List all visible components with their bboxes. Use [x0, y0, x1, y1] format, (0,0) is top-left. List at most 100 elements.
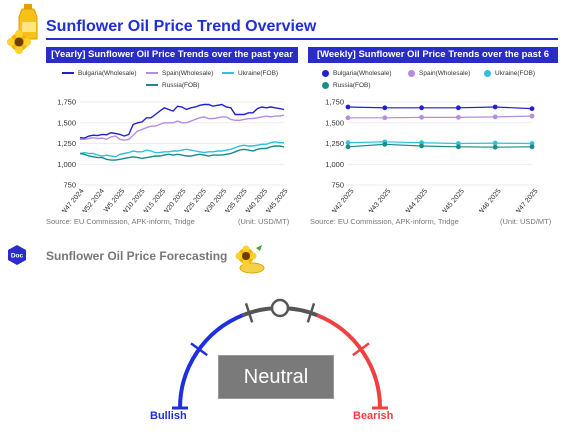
legend-label: Bulgaria(Wholesale) — [333, 70, 392, 78]
legend-swatch-russia — [322, 82, 329, 89]
y-tick-label: 1,750 — [57, 98, 76, 107]
data-point-bulgaria — [529, 106, 535, 112]
data-point-ukraine — [529, 141, 535, 146]
legend-russia: Russia(FOB) — [146, 82, 200, 89]
data-point-russia — [492, 144, 498, 150]
x-tick-label: W42 2025 — [330, 188, 356, 212]
legend-swatch-russia — [146, 84, 158, 87]
gauge-tick-neutral-right — [306, 302, 316, 323]
y-tick-label: 1,000 — [57, 160, 76, 169]
weekly-legend: Bulgaria(Wholesale) Spain(Wholesale) Ukr… — [308, 66, 558, 92]
data-point-ukraine — [345, 140, 351, 146]
legend-swatch-ukraine — [484, 70, 491, 77]
yearly-legend: Bulgaria(Wholesale) Spain(Wholesale) Ukr… — [46, 66, 298, 92]
legend-label: Russia(FOB) — [162, 82, 200, 89]
y-tick-label: 1,250 — [325, 139, 344, 148]
data-point-spain — [492, 114, 498, 120]
y-tick-label: 1,000 — [325, 160, 344, 169]
legend-russia: Russia(FOB) — [322, 82, 371, 89]
gauge-arc-bearish — [316, 313, 382, 409]
data-point-bulgaria — [419, 105, 424, 111]
series-line-bulgaria — [79, 103, 285, 139]
gauge-tick-neutral-left — [244, 302, 254, 323]
series-line-russia — [347, 143, 533, 148]
data-point-russia — [529, 144, 535, 150]
series-line-ukraine — [347, 141, 533, 145]
sunflower-oil-logo-icon — [6, 4, 46, 56]
x-tick-label: W44 2025 — [403, 188, 429, 212]
gauge-indicator — [270, 298, 290, 318]
data-point-spain — [456, 114, 461, 120]
legend-swatch-ukraine — [222, 72, 234, 75]
data-point-spain — [345, 115, 351, 121]
legend-label: Bulgaria(Wholesale) — [78, 70, 137, 77]
y-tick-label: 1,250 — [57, 139, 76, 148]
data-point-ukraine — [456, 141, 461, 146]
gauge-value-box: Neutral — [218, 355, 334, 399]
legend-label: Ukraine(FOB) — [495, 70, 536, 78]
legend-swatch-spain — [146, 72, 158, 75]
legend-bulgaria: Bulgaria(Wholesale) — [62, 70, 137, 77]
sunflower-icon — [232, 244, 268, 274]
legend-label: Russia(FOB) — [333, 82, 371, 90]
data-point-bulgaria — [456, 105, 461, 111]
gauge-tick-bearish — [352, 342, 370, 357]
doc-badge-text: Doc — [11, 253, 24, 260]
weekly-chart-title: [Weekly] Sunflower Oil Price Trends over… — [308, 47, 558, 76]
data-point-ukraine — [492, 140, 498, 146]
x-tick-label: W45 2025 — [440, 188, 466, 212]
legend-ukraine: Ukraine(FOB) — [222, 70, 278, 77]
y-tick-label: 1,500 — [57, 118, 76, 127]
bearish-label: Bearish — [353, 410, 394, 422]
data-point-russia — [456, 144, 461, 150]
y-tick-label: 1,750 — [325, 98, 344, 107]
data-point-bulgaria — [492, 104, 498, 110]
doc-badge-icon: Doc — [6, 244, 28, 266]
series-line-russia — [79, 145, 285, 161]
series-line-spain — [80, 114, 285, 141]
legend-spain: Spain(Wholesale) — [146, 70, 213, 77]
yearly-unit: (Unit: USD/MT) — [238, 217, 290, 226]
yearly-source: Source: EU Commission, APK-inform, Tridg… — [46, 217, 195, 226]
data-point-russia — [382, 141, 388, 147]
legend-label: Ukraine(FOB) — [238, 70, 279, 77]
legend-swatch-bulgaria — [322, 70, 329, 77]
x-tick-label: W47 2025 — [514, 188, 540, 212]
title-divider — [46, 38, 558, 40]
data-point-ukraine — [419, 140, 424, 146]
x-tick-label: W43 2025 — [366, 188, 392, 212]
data-point-russia — [419, 143, 424, 149]
data-point-russia — [345, 144, 351, 150]
data-point-spain — [382, 115, 388, 121]
data-point-spain — [419, 114, 424, 120]
series-line-spain — [348, 115, 533, 119]
legend-bulgaria: Bulgaria(Wholesale) — [322, 70, 392, 77]
series-line-ukraine — [79, 141, 284, 158]
data-point-bulgaria — [382, 105, 388, 111]
series-line-bulgaria — [347, 106, 533, 110]
gauge-tick-bullish — [190, 342, 208, 357]
legend-ukraine: Ukraine(FOB) — [484, 70, 535, 77]
weekly-unit: (Unit: USD/MT) — [500, 217, 552, 226]
data-point-bulgaria — [345, 104, 351, 110]
weekly-source: Source: EU Commission, APK-inform, Tridg… — [310, 217, 459, 226]
legend-label: Spain(Wholesale) — [162, 70, 214, 77]
yearly-chart-title: [Yearly] Sunflower Oil Price Trends over… — [46, 47, 298, 63]
y-tick-label: 750 — [331, 181, 344, 190]
data-point-spain — [529, 113, 535, 119]
bullish-label: Bullish — [150, 410, 187, 422]
forecast-gauge — [172, 298, 388, 410]
legend-label: Spain(Wholesale) — [419, 70, 471, 78]
legend-spain: Spain(Wholesale) — [408, 70, 470, 77]
gauge-arc-bullish — [178, 313, 244, 409]
page-title: Sunflower Oil Price Trend Overview — [46, 18, 317, 35]
forecast-title: Sunflower Oil Price Forecasting — [46, 249, 228, 263]
x-tick-label: W47 2024 — [60, 188, 86, 212]
y-tick-label: 1,500 — [325, 118, 344, 127]
legend-swatch-bulgaria — [62, 72, 74, 75]
x-tick-label: W46 2025 — [477, 188, 503, 212]
legend-swatch-spain — [408, 70, 415, 77]
y-tick-label: 750 — [63, 181, 76, 190]
